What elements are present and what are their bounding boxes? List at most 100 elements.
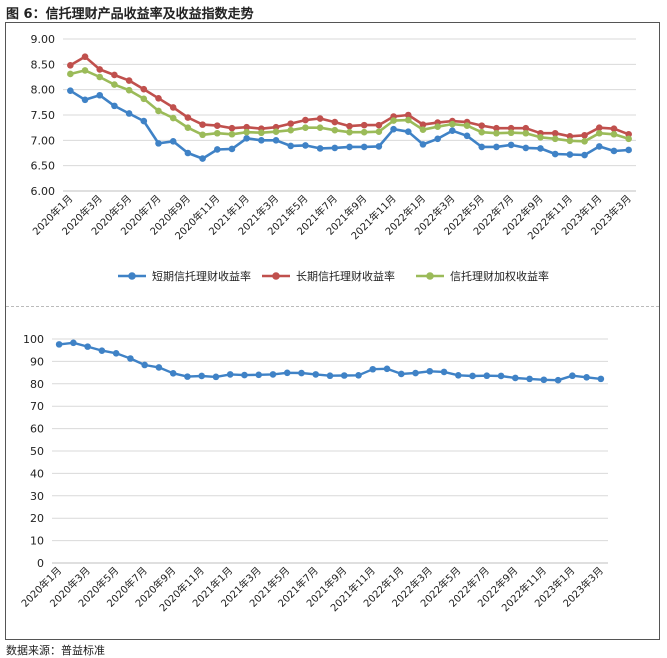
legend-marker-weighted bbox=[426, 272, 434, 280]
data-point-short bbox=[81, 96, 89, 104]
data-point-index bbox=[497, 372, 505, 380]
data-point-long bbox=[610, 125, 618, 132]
data-point-weighted bbox=[346, 128, 353, 136]
data-point-index bbox=[155, 364, 163, 371]
data-point-short bbox=[360, 143, 368, 151]
data-point-weighted bbox=[155, 107, 162, 115]
data-point-weighted bbox=[507, 129, 515, 137]
data-point-weighted bbox=[125, 86, 133, 94]
y-tick-label: 100 bbox=[23, 333, 44, 346]
data-point-short bbox=[155, 140, 162, 147]
data-point-short bbox=[419, 141, 427, 148]
data-point-short bbox=[316, 145, 324, 152]
data-point-weighted bbox=[331, 126, 339, 134]
data-point-index bbox=[554, 376, 562, 384]
data-point-short bbox=[581, 151, 588, 159]
data-point-weighted bbox=[199, 131, 206, 139]
data-point-weighted bbox=[81, 67, 89, 74]
y-tick-label: 20 bbox=[30, 512, 44, 525]
legend-marker-short bbox=[128, 272, 136, 280]
data-point-index bbox=[312, 371, 320, 378]
data-point-long bbox=[507, 124, 515, 132]
data-point-short bbox=[213, 146, 221, 153]
data-point-weighted bbox=[213, 129, 221, 137]
data-point-short bbox=[595, 143, 603, 150]
data-point-short bbox=[125, 110, 133, 117]
data-point-short bbox=[140, 117, 148, 125]
y-tick-label: 6.00 bbox=[31, 185, 56, 198]
data-point-short bbox=[302, 142, 309, 149]
data-point-long bbox=[595, 124, 603, 131]
data-point-long bbox=[81, 53, 89, 61]
data-point-short bbox=[493, 143, 500, 151]
data-point-long bbox=[360, 121, 368, 129]
data-point-long bbox=[581, 131, 588, 139]
data-point-weighted bbox=[610, 130, 618, 138]
figure-frame bbox=[5, 22, 660, 640]
data-point-weighted bbox=[302, 124, 309, 131]
data-point-long bbox=[243, 123, 250, 131]
data-point-weighted bbox=[96, 73, 104, 81]
data-point-index bbox=[412, 369, 419, 377]
data-point-long bbox=[199, 121, 206, 128]
data-point-index bbox=[84, 343, 91, 350]
data-point-short bbox=[67, 87, 74, 94]
data-point-weighted bbox=[463, 122, 471, 129]
data-point-index bbox=[426, 367, 434, 375]
data-point-short bbox=[243, 135, 250, 142]
legend-label-weighted: 信托理财加权收益率 bbox=[450, 269, 549, 283]
data-point-long bbox=[302, 116, 309, 124]
data-point-long bbox=[551, 129, 559, 137]
y-tick-label: 90 bbox=[30, 355, 44, 368]
data-point-weighted bbox=[449, 120, 456, 128]
data-point-index bbox=[70, 339, 77, 347]
data-point-weighted bbox=[169, 114, 177, 122]
data-point-index bbox=[469, 372, 476, 380]
data-point-weighted bbox=[272, 128, 280, 136]
data-point-weighted bbox=[478, 128, 486, 136]
data-point-weighted bbox=[522, 129, 530, 137]
data-point-long bbox=[419, 121, 427, 128]
data-point-long bbox=[213, 122, 221, 129]
y-tick-label: 7.00 bbox=[31, 134, 56, 147]
data-point-index bbox=[283, 369, 291, 377]
data-point-index bbox=[512, 374, 519, 382]
data-point-index bbox=[440, 368, 448, 376]
data-point-short bbox=[522, 144, 530, 152]
data-point-index bbox=[326, 372, 334, 380]
y-tick-label: 40 bbox=[30, 467, 44, 480]
y-tick-label: 80 bbox=[30, 378, 44, 391]
data-point-short bbox=[551, 150, 559, 158]
data-point-weighted bbox=[360, 128, 368, 136]
legend-label-long: 长期信托理财收益率 bbox=[296, 269, 395, 283]
data-point-long bbox=[228, 124, 236, 132]
data-point-long bbox=[272, 123, 280, 131]
data-point-index bbox=[269, 371, 277, 378]
data-point-short bbox=[331, 144, 339, 152]
data-point-weighted bbox=[67, 70, 74, 78]
y-tick-label: 6.50 bbox=[31, 160, 56, 173]
data-point-short bbox=[566, 151, 574, 158]
data-point-short bbox=[449, 127, 456, 135]
data-point-short bbox=[463, 132, 471, 140]
data-point-long bbox=[169, 104, 177, 111]
data-point-long bbox=[478, 122, 486, 129]
data-point-long bbox=[493, 124, 500, 132]
data-point-short bbox=[478, 143, 486, 151]
data-point-index bbox=[483, 372, 491, 380]
data-point-index bbox=[212, 373, 220, 381]
data-point-weighted bbox=[243, 128, 250, 136]
data-point-long bbox=[346, 122, 353, 130]
yield-chart: 6.006.507.007.508.008.509.002020年1月2020年… bbox=[30, 33, 636, 283]
data-point-long bbox=[67, 62, 74, 69]
y-tick-label: 30 bbox=[30, 490, 44, 503]
data-point-short bbox=[228, 145, 236, 153]
data-point-short bbox=[199, 155, 206, 162]
data-point-short bbox=[625, 146, 632, 154]
data-point-short bbox=[111, 102, 118, 110]
data-point-index bbox=[241, 371, 248, 379]
data-point-index bbox=[298, 369, 305, 377]
data-point-index bbox=[540, 376, 548, 384]
data-point-weighted bbox=[287, 126, 295, 134]
data-point-weighted bbox=[140, 95, 148, 103]
